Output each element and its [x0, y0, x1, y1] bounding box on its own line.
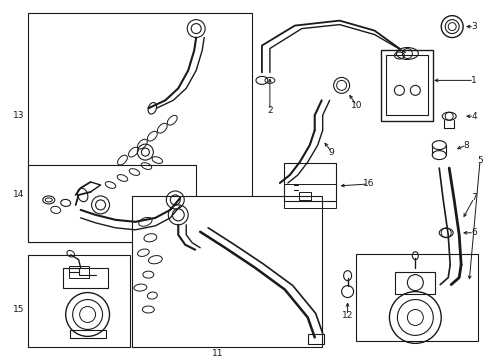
Text: 15: 15 [13, 305, 24, 314]
Text: 8: 8 [462, 141, 468, 150]
Bar [28, 255, 130, 347]
Bar [63, 268, 108, 288]
Text: 12: 12 [341, 311, 352, 320]
Text: 10: 10 [350, 101, 362, 110]
Text: 7: 7 [470, 193, 476, 202]
Text: 5: 5 [476, 156, 482, 165]
Text: 16: 16 [362, 180, 373, 189]
Bar [132, 196, 321, 347]
Text: 14: 14 [13, 190, 24, 199]
Text: 6: 6 [470, 228, 476, 237]
Bar [381, 50, 432, 121]
Bar [283, 184, 335, 208]
Bar [68, 266, 88, 278]
Text: 11: 11 [212, 349, 224, 358]
Bar [283, 163, 335, 201]
Bar [355, 254, 477, 341]
Bar [28, 165, 196, 242]
Text: 1: 1 [470, 76, 476, 85]
Text: 3: 3 [470, 22, 476, 31]
Text: 4: 4 [470, 112, 476, 121]
Bar [307, 334, 323, 345]
Text: 2: 2 [266, 106, 272, 115]
Bar [386, 55, 427, 115]
Bar [28, 13, 251, 242]
Bar [395, 272, 434, 293]
Text: 13: 13 [13, 111, 24, 120]
Bar [69, 330, 105, 338]
Bar [298, 192, 310, 200]
Text: 9: 9 [328, 148, 334, 157]
